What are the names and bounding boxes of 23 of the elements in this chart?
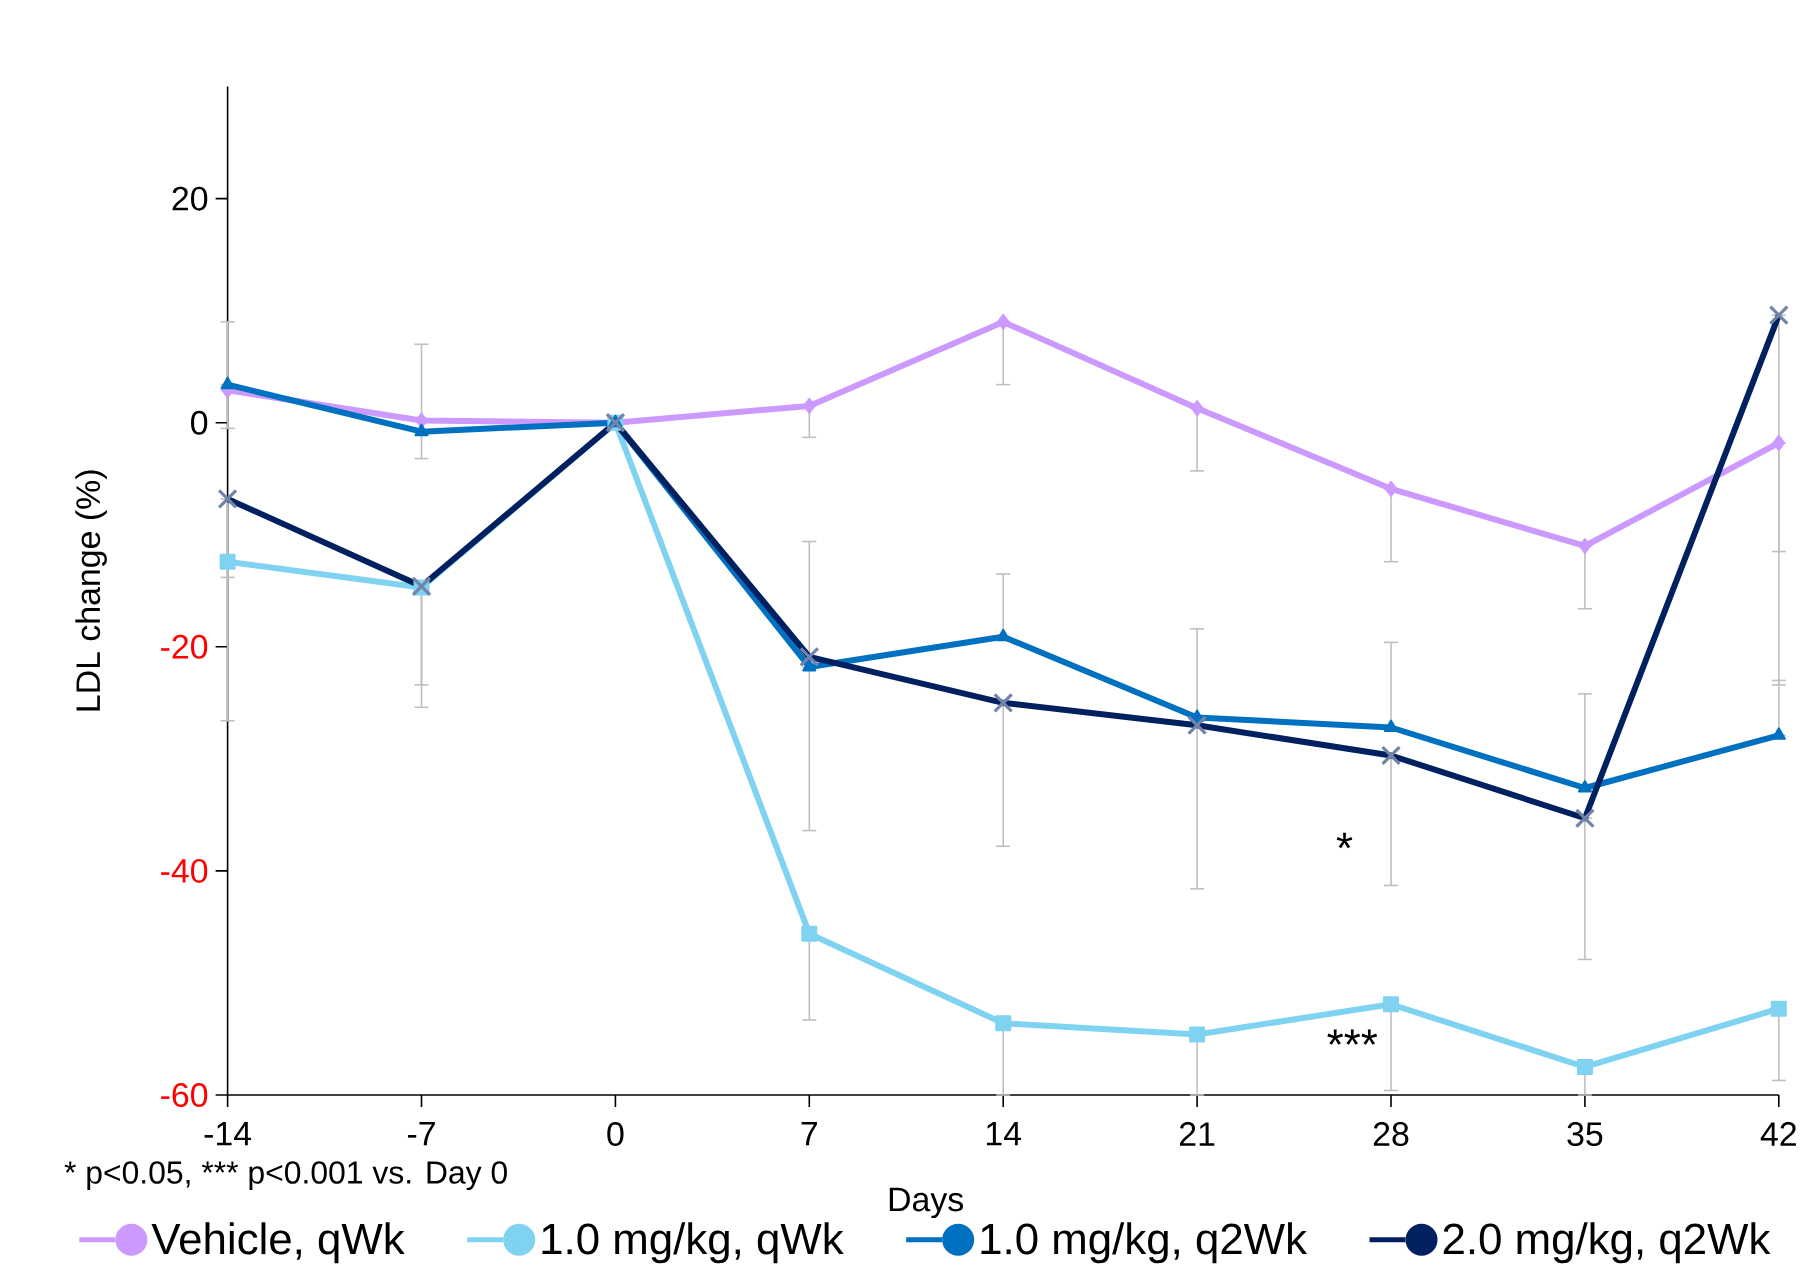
- legend-label: Vehicle, qWk: [151, 1222, 405, 1264]
- x-tick-label: 35: [1567, 1122, 1603, 1147]
- y-tick-label: 20: [172, 186, 208, 211]
- x-tick-label: 0: [607, 1122, 624, 1147]
- x-tick-label: -14: [204, 1122, 252, 1146]
- x-axis-title: Days: [889, 1187, 963, 1219]
- y-tick-label: -20: [161, 634, 208, 659]
- x-tick-label: -7: [407, 1122, 435, 1146]
- x-tick-label: 21: [1179, 1122, 1215, 1146]
- annotation: ***: [1327, 1029, 1378, 1045]
- x-tick-label: 14: [986, 1122, 1022, 1146]
- legend-label: 2.0 mg/kg, q2Wk: [1443, 1222, 1771, 1264]
- x-tick-label: 42: [1760, 1122, 1796, 1146]
- x-tick-label: 7: [801, 1122, 818, 1146]
- legend-label: 1.0 mg/kg, qWk: [542, 1222, 844, 1264]
- y-tick-label: -60: [161, 1083, 208, 1107]
- y-tick-label: 0: [191, 410, 208, 435]
- legend-label: 1.0 mg/kg, q2Wk: [981, 1222, 1308, 1264]
- text: * p<0.05, *** p<0.001 vs. Day 0: [64, 1161, 507, 1191]
- x-tick-label: 28: [1373, 1122, 1409, 1147]
- annotation: *: [1336, 832, 1353, 849]
- y-axis-title: LDL change (%): [75, 470, 107, 711]
- y-tick-label: -40: [161, 858, 208, 883]
